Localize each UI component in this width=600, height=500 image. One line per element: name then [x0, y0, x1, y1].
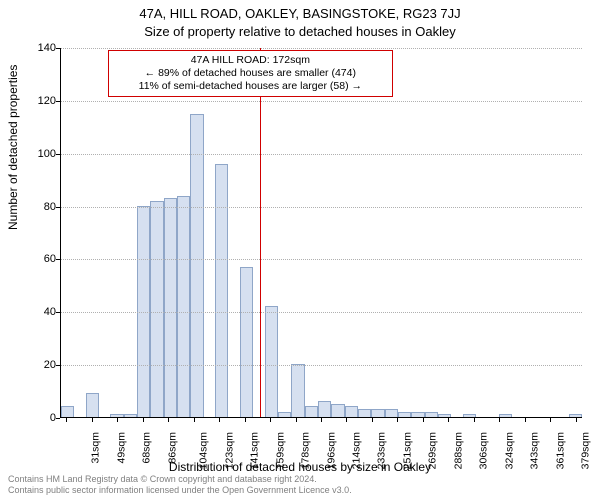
gridline [61, 154, 582, 155]
x-tick-mark [66, 418, 67, 422]
footer-attribution: Contains HM Land Registry data © Crown c… [8, 474, 352, 496]
x-tick-mark [474, 418, 475, 422]
histogram-bar [110, 414, 123, 417]
title-line-2: Size of property relative to detached ho… [0, 24, 600, 39]
gridline [61, 312, 582, 313]
annotation-line-3: 11% of semi-detached houses are larger (… [115, 80, 386, 93]
histogram-bar [86, 393, 99, 417]
y-tick-label: 0 [18, 412, 56, 424]
chart-container: 47A, HILL ROAD, OAKLEY, BASINGSTOKE, RG2… [0, 0, 600, 500]
footer-line-2: Contains public sector information licen… [8, 485, 352, 496]
histogram-bar [150, 201, 163, 417]
footer-line-1: Contains HM Land Registry data © Crown c… [8, 474, 352, 485]
histogram-bar [385, 409, 398, 417]
x-tick-mark [397, 418, 398, 422]
x-tick-mark [576, 418, 577, 422]
y-tick-mark [56, 101, 60, 102]
histogram-bar [61, 406, 74, 417]
histogram-bar [438, 414, 451, 417]
histogram-bar [358, 409, 371, 417]
x-tick-mark [117, 418, 118, 422]
x-tick-mark [194, 418, 195, 422]
y-tick-mark [56, 207, 60, 208]
histogram-bar [291, 364, 304, 417]
histogram-bar [398, 412, 411, 417]
annotation-box: 47A HILL ROAD: 172sqm ← 89% of detached … [108, 50, 393, 97]
y-tick-label: 80 [18, 201, 56, 213]
y-tick-label: 60 [18, 253, 56, 265]
histogram-bar [240, 267, 253, 417]
y-tick-label: 40 [18, 306, 56, 318]
x-tick-mark [296, 418, 297, 422]
x-tick-mark [372, 418, 373, 422]
x-tick-mark [423, 418, 424, 422]
annotation-line-2: ← 89% of detached houses are smaller (47… [115, 67, 386, 80]
histogram-bar [411, 412, 424, 417]
histogram-bar [265, 306, 278, 417]
histogram-bar [164, 198, 177, 417]
y-tick-mark [56, 48, 60, 49]
y-tick-label: 20 [18, 359, 56, 371]
x-tick-mark [92, 418, 93, 422]
y-tick-mark [56, 365, 60, 366]
x-tick-mark [448, 418, 449, 422]
histogram-bar [499, 414, 512, 417]
y-tick-mark [56, 154, 60, 155]
histogram-bar [425, 412, 438, 417]
x-tick-label: 31sqm [90, 432, 102, 464]
gridline [61, 365, 582, 366]
histogram-bar [371, 409, 384, 417]
bars-group [61, 48, 582, 417]
gridline [61, 207, 582, 208]
y-tick-label: 120 [18, 95, 56, 107]
histogram-bar [463, 414, 476, 417]
annotation-line-1: 47A HILL ROAD: 172sqm [115, 54, 386, 67]
histogram-bar [124, 414, 137, 417]
x-tick-label: 49sqm [115, 432, 127, 464]
x-tick-mark [346, 418, 347, 422]
x-tick-mark [168, 418, 169, 422]
histogram-bar [331, 404, 344, 417]
marker-line [260, 48, 261, 417]
x-tick-label: 86sqm [166, 432, 178, 464]
histogram-bar [215, 164, 228, 417]
y-tick-label: 140 [18, 42, 56, 54]
histogram-bar [318, 401, 331, 417]
y-tick-label: 100 [18, 148, 56, 160]
plot-area: 47A HILL ROAD: 172sqm ← 89% of detached … [60, 48, 582, 418]
x-tick-mark [143, 418, 144, 422]
gridline [61, 259, 582, 260]
title-line-1: 47A, HILL ROAD, OAKLEY, BASINGSTOKE, RG2… [0, 6, 600, 21]
histogram-bar [345, 406, 358, 417]
x-tick-mark [550, 418, 551, 422]
x-tick-mark [219, 418, 220, 422]
x-axis-label: Distribution of detached houses by size … [0, 460, 600, 474]
y-tick-mark [56, 259, 60, 260]
histogram-bar [177, 196, 190, 417]
x-tick-label: 68sqm [141, 432, 153, 464]
y-tick-mark [56, 418, 60, 419]
histogram-bar [190, 114, 203, 417]
x-tick-mark [525, 418, 526, 422]
gridline [61, 101, 582, 102]
x-tick-mark [270, 418, 271, 422]
histogram-bar [569, 414, 582, 417]
y-tick-mark [56, 312, 60, 313]
gridline [61, 48, 582, 49]
x-tick-mark [321, 418, 322, 422]
histogram-bar [305, 406, 318, 417]
histogram-bar [278, 412, 291, 417]
x-tick-mark [499, 418, 500, 422]
x-tick-mark [245, 418, 246, 422]
